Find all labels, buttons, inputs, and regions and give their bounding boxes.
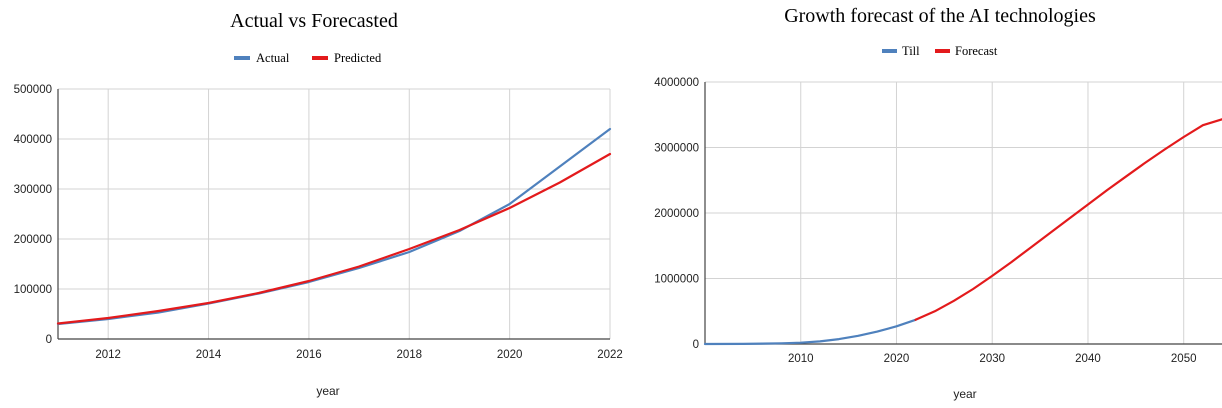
x-tick-label: 2050 [1171, 353, 1197, 365]
legend-label-predicted: Predicted [334, 51, 382, 65]
y-axis-ticks: 0 1000000 2000000 3000000 4000000 [654, 77, 699, 351]
legend: Till Forecast [882, 44, 998, 58]
x-axis-title: year [953, 387, 976, 401]
x-tick-label: 2020 [497, 349, 523, 361]
x-tick-label: 2012 [95, 349, 121, 361]
chart-actual-vs-forecasted: Actual vs Forecasted 0 100000 200000 300000… [14, 10, 623, 398]
chart-title: Growth forecast of the AI technologies [784, 5, 1096, 27]
x-tick-label: 2030 [979, 353, 1005, 365]
series-lines [56, 127, 612, 326]
legend-label-forecast: Forecast [955, 44, 998, 58]
x-tick-label: 2016 [296, 349, 322, 361]
x-axis-ticks: 2010 2020 2030 2040 2050 [788, 353, 1197, 365]
x-axis-title: year [316, 384, 339, 398]
y-tick-label: 300000 [14, 184, 52, 196]
x-tick-label: 2014 [196, 349, 222, 361]
series-line-predicted [56, 152, 612, 325]
chart-growth-forecast: Growth forecast of the AI technologies 0… [654, 5, 1222, 401]
grid-lines [704, 81, 1222, 345]
y-tick-label: 1000000 [654, 274, 699, 286]
y-tick-label: 500000 [14, 84, 52, 96]
legend: Actual Predicted [234, 51, 382, 65]
legend-label-actual: Actual [256, 51, 290, 65]
x-tick-label: 2010 [788, 353, 814, 365]
x-tick-label: 2040 [1075, 353, 1101, 365]
x-axis-ticks: 2012 2014 2016 2018 2020 2022 [95, 349, 622, 361]
x-tick-label: 2018 [396, 349, 422, 361]
series-lines [703, 118, 1222, 346]
y-axis-ticks: 0 100000 200000 300000 400000 500000 [14, 84, 52, 346]
y-tick-label: 100000 [14, 284, 52, 296]
series-line-actual [56, 127, 612, 326]
x-tick-label: 2022 [597, 349, 623, 361]
x-tick-label: 2020 [884, 353, 910, 365]
y-tick-label: 2000000 [654, 208, 699, 220]
series-line-forecast [914, 118, 1222, 321]
y-tick-label: 3000000 [654, 143, 699, 155]
series-line-till [703, 318, 917, 346]
y-tick-label: 4000000 [654, 77, 699, 89]
legend-label-till: Till [902, 44, 920, 58]
y-tick-label: 0 [693, 339, 699, 351]
grid-lines [57, 88, 611, 340]
y-tick-label: 400000 [14, 134, 52, 146]
chart-title: Actual vs Forecasted [230, 10, 398, 32]
y-tick-label: 0 [46, 334, 52, 346]
y-tick-label: 200000 [14, 234, 52, 246]
